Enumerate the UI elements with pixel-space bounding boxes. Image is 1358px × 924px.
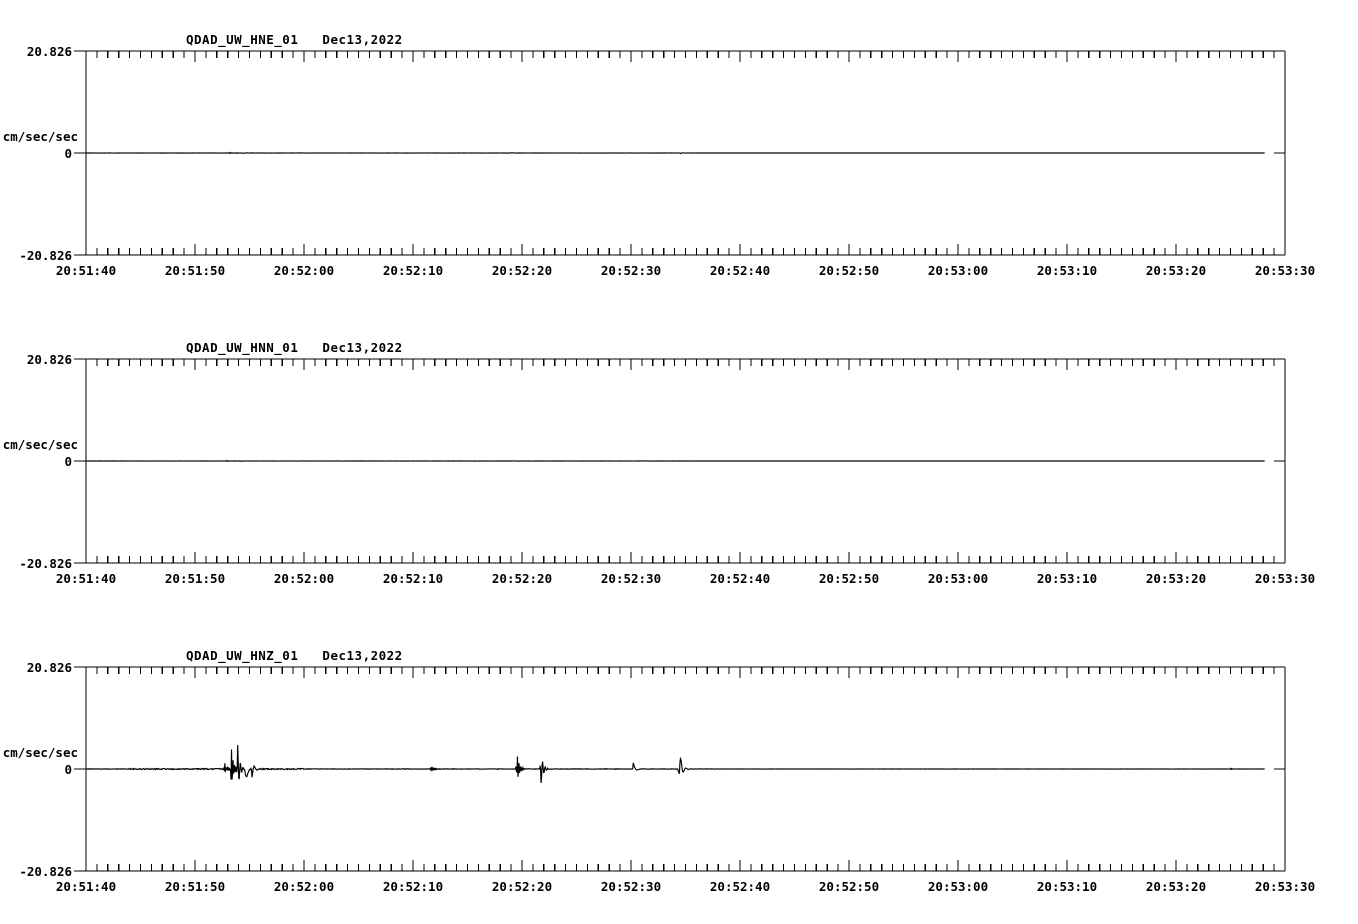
x-tick-label: 20:53:10 [1036,571,1098,586]
y-axis-units-label: cm/sec/sec [2,129,78,144]
x-tick-label: 20:53:00 [927,263,989,278]
x-tick-label: 20:52:30 [600,571,662,586]
x-tick-label: 20:52:00 [273,571,335,586]
panel-title: QDAD_UW_HNN_01 Dec13,2022 [186,340,403,355]
panel-title: QDAD_UW_HNE_01 Dec13,2022 [186,32,403,47]
x-tick-label: 20:53:20 [1145,879,1207,894]
x-tick-label: 20:53:30 [1254,879,1316,894]
x-tick-label: 20:53:30 [1254,571,1316,586]
x-tick-label: 20:53:10 [1036,879,1098,894]
x-tick-label: 20:51:40 [55,571,117,586]
y-tick-label-min: -20.826 [19,556,72,571]
waveform-trace [85,745,1265,784]
y-tick-label-zero: 0 [64,762,72,777]
x-tick-label: 20:52:40 [709,879,771,894]
x-tick-label: 20:53:00 [927,571,989,586]
y-axis-units-label: cm/sec/sec [2,745,78,760]
x-tick-label: 20:52:20 [491,571,553,586]
x-tick-label: 20:52:00 [273,263,335,278]
x-tick-label: 20:52:30 [600,879,662,894]
y-tick-label-min: -20.826 [19,864,72,879]
x-major-ticks [85,359,1286,563]
x-tick-label: 20:52:50 [818,879,880,894]
y-tick-label-max: 20.826 [26,660,72,675]
y-tick-label-zero: 0 [64,454,72,469]
x-tick-label: 20:53:30 [1254,263,1316,278]
x-tick-label: 20:52:40 [709,263,771,278]
x-tick-label: 20:52:10 [382,879,444,894]
x-tick-label: 20:52:30 [600,263,662,278]
x-tick-label: 20:52:40 [709,571,771,586]
x-minor-ticks [96,51,1275,255]
x-tick-label: 20:52:50 [818,263,880,278]
x-minor-ticks [96,667,1275,871]
panel-title: QDAD_UW_HNZ_01 Dec13,2022 [186,648,403,663]
x-tick-label: 20:51:50 [164,879,226,894]
x-tick-label: 20:51:50 [164,263,226,278]
x-tick-label: 20:52:00 [273,879,335,894]
waveform-trace [85,459,1265,462]
x-tick-label: 20:52:20 [491,263,553,278]
x-tick-label: 20:52:10 [382,571,444,586]
y-tick-label-zero: 0 [64,146,72,161]
waveform-trace [86,151,1265,155]
y-tick-label-min: -20.826 [19,248,72,263]
x-major-ticks [85,51,1286,255]
x-tick-label: 20:53:00 [927,879,989,894]
x-tick-label: 20:53:10 [1036,263,1098,278]
x-major-ticks [85,667,1286,871]
y-tick-label-max: 20.826 [26,352,72,367]
x-tick-label: 20:52:50 [818,571,880,586]
x-tick-label: 20:52:20 [491,879,553,894]
x-tick-label: 20:52:10 [382,263,444,278]
x-tick-label: 20:53:20 [1145,263,1207,278]
y-tick-label-max: 20.826 [26,44,72,59]
x-tick-label: 20:51:40 [55,263,117,278]
x-tick-label: 20:53:20 [1145,571,1207,586]
x-tick-label: 20:51:40 [55,879,117,894]
x-minor-ticks [96,359,1275,563]
x-tick-label: 20:51:50 [164,571,226,586]
y-axis-units-label: cm/sec/sec [2,437,78,452]
